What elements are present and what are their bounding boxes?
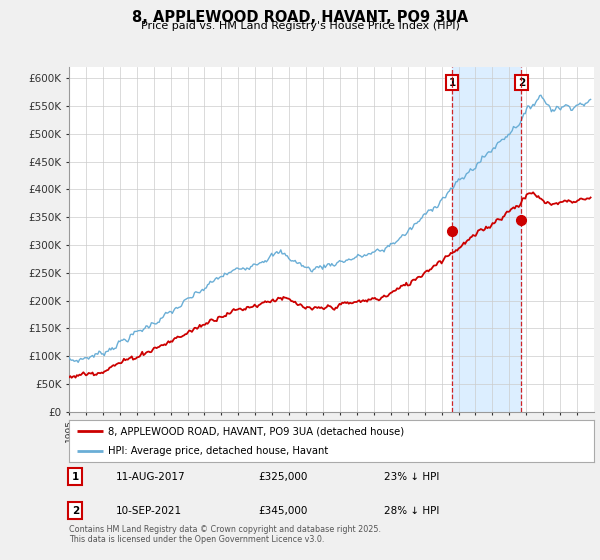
Text: 2: 2 bbox=[71, 506, 79, 516]
Text: £325,000: £325,000 bbox=[258, 472, 307, 482]
Text: 23% ↓ HPI: 23% ↓ HPI bbox=[384, 472, 439, 482]
Text: £345,000: £345,000 bbox=[258, 506, 307, 516]
Text: 10-SEP-2021: 10-SEP-2021 bbox=[116, 506, 182, 516]
Text: 2: 2 bbox=[518, 78, 525, 88]
Text: 1: 1 bbox=[448, 78, 456, 88]
Text: Contains HM Land Registry data © Crown copyright and database right 2025.
This d: Contains HM Land Registry data © Crown c… bbox=[69, 525, 381, 544]
Text: Price paid vs. HM Land Registry's House Price Index (HPI): Price paid vs. HM Land Registry's House … bbox=[140, 21, 460, 31]
Text: HPI: Average price, detached house, Havant: HPI: Average price, detached house, Hava… bbox=[109, 446, 329, 456]
Text: 8, APPLEWOOD ROAD, HAVANT, PO9 3UA (detached house): 8, APPLEWOOD ROAD, HAVANT, PO9 3UA (deta… bbox=[109, 426, 404, 436]
Text: 28% ↓ HPI: 28% ↓ HPI bbox=[384, 506, 439, 516]
Text: 1: 1 bbox=[71, 472, 79, 482]
Bar bbox=[452, 67, 521, 412]
Text: 8, APPLEWOOD ROAD, HAVANT, PO9 3UA: 8, APPLEWOOD ROAD, HAVANT, PO9 3UA bbox=[132, 10, 468, 25]
Text: 11-AUG-2017: 11-AUG-2017 bbox=[116, 472, 186, 482]
